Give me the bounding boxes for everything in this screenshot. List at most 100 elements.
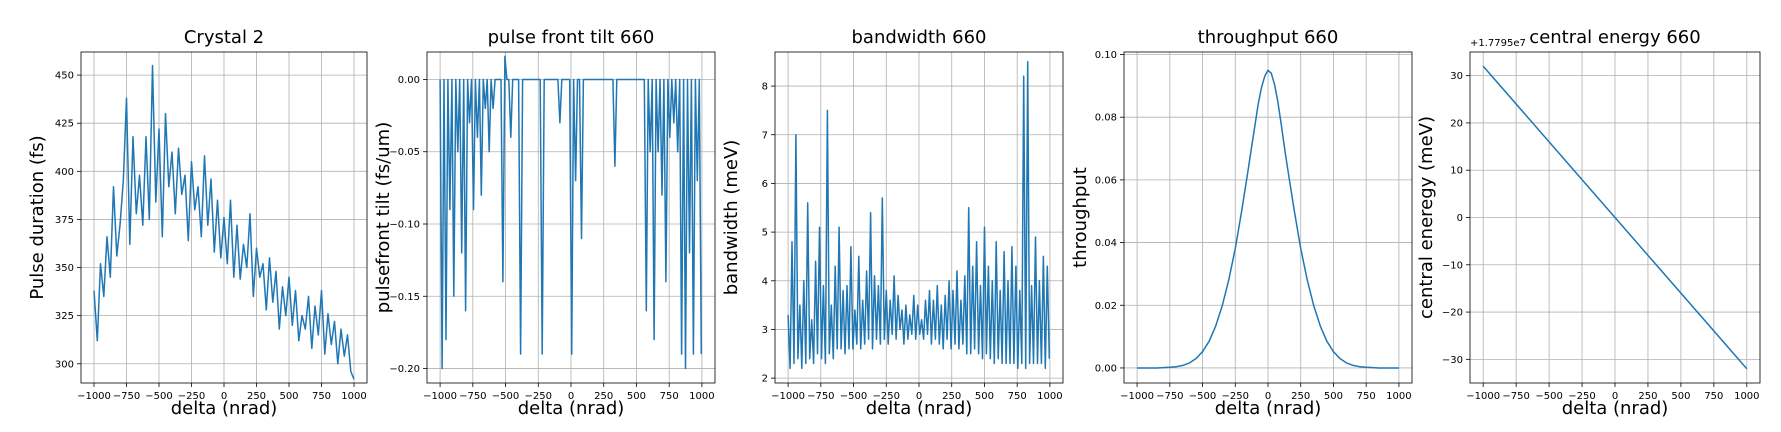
y-tick-label: −0.20	[389, 364, 420, 375]
x-tick-label: 500	[975, 391, 994, 402]
x-tick-label: −250	[525, 391, 552, 402]
x-tick-label: −500	[840, 391, 867, 402]
x-axis-label: delta (nrad)	[1562, 398, 1669, 419]
x-tick-label: 0	[221, 391, 227, 402]
x-tick-label: 500	[1671, 391, 1690, 402]
x-tick-label: −750	[1156, 391, 1183, 402]
y-tick-label: −0.10	[389, 220, 420, 231]
x-tick-label: −1000	[1120, 391, 1154, 402]
y-tick-label: −0.15	[389, 292, 420, 303]
x-tick-label: 250	[1291, 391, 1310, 402]
series-line	[1482, 65, 1748, 370]
y-tick-label: 5	[762, 228, 768, 239]
x-tick-label: 0	[568, 391, 574, 402]
x-axis-label: delta (nrad)	[171, 398, 278, 419]
y-tick-label: 0.06	[1095, 175, 1117, 186]
y-tick-label: 3	[762, 325, 768, 336]
y-tick-label: 0.10	[1095, 50, 1117, 61]
x-tick-label: 1000	[689, 391, 714, 402]
x-tick-label: −500	[492, 391, 519, 402]
x-tick-label: −250	[1222, 391, 1249, 402]
y-tick-label: 300	[55, 359, 74, 370]
chart-title: Crystal 2	[184, 27, 264, 48]
x-axis-label: delta (nrad)	[866, 398, 973, 419]
x-tick-label: −500	[1535, 391, 1562, 402]
chart-title: throughput 660	[1198, 27, 1339, 48]
x-tick-label: 0	[1265, 391, 1271, 402]
x-tick-label: 750	[1357, 391, 1376, 402]
y-axis-label: central eneregy (meV)	[1416, 116, 1437, 319]
y-tick-label: 0.02	[1095, 301, 1117, 312]
x-tick-label: −250	[873, 391, 900, 402]
x-tick-label: 250	[1638, 391, 1657, 402]
x-tick-label: 500	[279, 391, 298, 402]
x-tick-label: 1000	[1037, 391, 1062, 402]
x-tick-label: 250	[247, 391, 266, 402]
chart-title: pulse front tilt 660	[488, 27, 655, 48]
series-line	[93, 64, 355, 380]
x-tick-label: −1000	[1466, 391, 1500, 402]
y-axis-offset-label: +1.7795e7	[1470, 38, 1526, 49]
x-tick-label: −750	[459, 391, 486, 402]
x-tick-label: 750	[1704, 391, 1723, 402]
series-line	[1137, 69, 1399, 369]
x-axis-label: delta (nrad)	[1215, 398, 1322, 419]
x-tick-label: 1000	[1386, 391, 1411, 402]
y-tick-label: 4	[762, 276, 768, 287]
y-tick-label: 400	[55, 167, 74, 178]
y-tick-label: 7	[762, 130, 768, 141]
x-tick-label: 250	[594, 391, 613, 402]
y-tick-label: 0	[1457, 213, 1463, 224]
subplot-3: −1000 −750 −500 −250 0 250 500 750 1000 2 3 4 5 6 7 8 ba…	[721, 27, 1064, 419]
x-axis-label: delta (nrad)	[518, 398, 625, 419]
x-tick-label: 250	[942, 391, 961, 402]
y-axis-label: throughput	[1070, 167, 1091, 268]
series-line	[787, 60, 1051, 370]
y-axis-label: bandwidth (meV)	[721, 140, 742, 296]
series-line	[439, 55, 703, 370]
y-tick-label: −10	[1442, 260, 1463, 271]
y-tick-label: 0.00	[1095, 363, 1117, 374]
y-tick-label: 375	[55, 215, 74, 226]
y-axis-label: pulsefront tilt (fs/um)	[373, 122, 394, 313]
y-tick-label: 350	[55, 263, 74, 274]
y-tick-label: −30	[1442, 355, 1463, 366]
x-tick-label: −500	[145, 391, 172, 402]
x-tick-label: −750	[1502, 391, 1529, 402]
x-tick-label: −500	[1189, 391, 1216, 402]
subplot-1: −1000 −750 −500 −250 0 250 500 750 1000 300 325 350…	[27, 27, 368, 419]
y-tick-label: 0.08	[1095, 113, 1117, 124]
y-tick-label: 30	[1450, 71, 1463, 82]
x-tick-label: 1000	[1734, 391, 1759, 402]
y-tick-label: 6	[762, 179, 768, 190]
x-tick-label: −250	[178, 391, 205, 402]
x-tick-label: −750	[113, 391, 140, 402]
y-tick-label: 0.00	[398, 75, 420, 86]
chart-title: bandwidth 660	[852, 27, 987, 48]
y-tick-label: 10	[1450, 166, 1463, 177]
y-tick-label: −0.05	[389, 147, 420, 158]
x-tick-label: 0	[916, 391, 922, 402]
x-tick-label: −1000	[77, 391, 111, 402]
chart-title: central energy 660	[1529, 27, 1700, 48]
y-tick-label: 450	[55, 71, 74, 82]
y-axis-label: Pulse duration (fs)	[27, 135, 48, 299]
x-tick-label: 750	[1008, 391, 1027, 402]
x-tick-label: −1000	[423, 391, 457, 402]
subplot-2: −1000 −750 −500 −250 0 250 500 750 1000 −0.20 −0.1…	[373, 27, 716, 419]
subplot-4: −1000 −750 −500 −250 0 250 500 750 1000 0.00 0.02 0…	[1070, 27, 1413, 419]
x-tick-label: 750	[312, 391, 331, 402]
x-tick-label: 500	[1324, 391, 1343, 402]
x-tick-label: 500	[627, 391, 646, 402]
x-tick-label: −250	[1568, 391, 1595, 402]
x-tick-label: 750	[660, 391, 679, 402]
x-tick-label: 1000	[341, 391, 366, 402]
y-tick-label: 0.04	[1095, 238, 1117, 249]
y-tick-label: −20	[1442, 308, 1463, 319]
y-tick-label: 325	[55, 311, 74, 322]
x-tick-label: 0	[1612, 391, 1618, 402]
x-tick-label: −750	[807, 391, 834, 402]
y-tick-label: 8	[762, 82, 768, 93]
x-tick-label: −1000	[771, 391, 805, 402]
